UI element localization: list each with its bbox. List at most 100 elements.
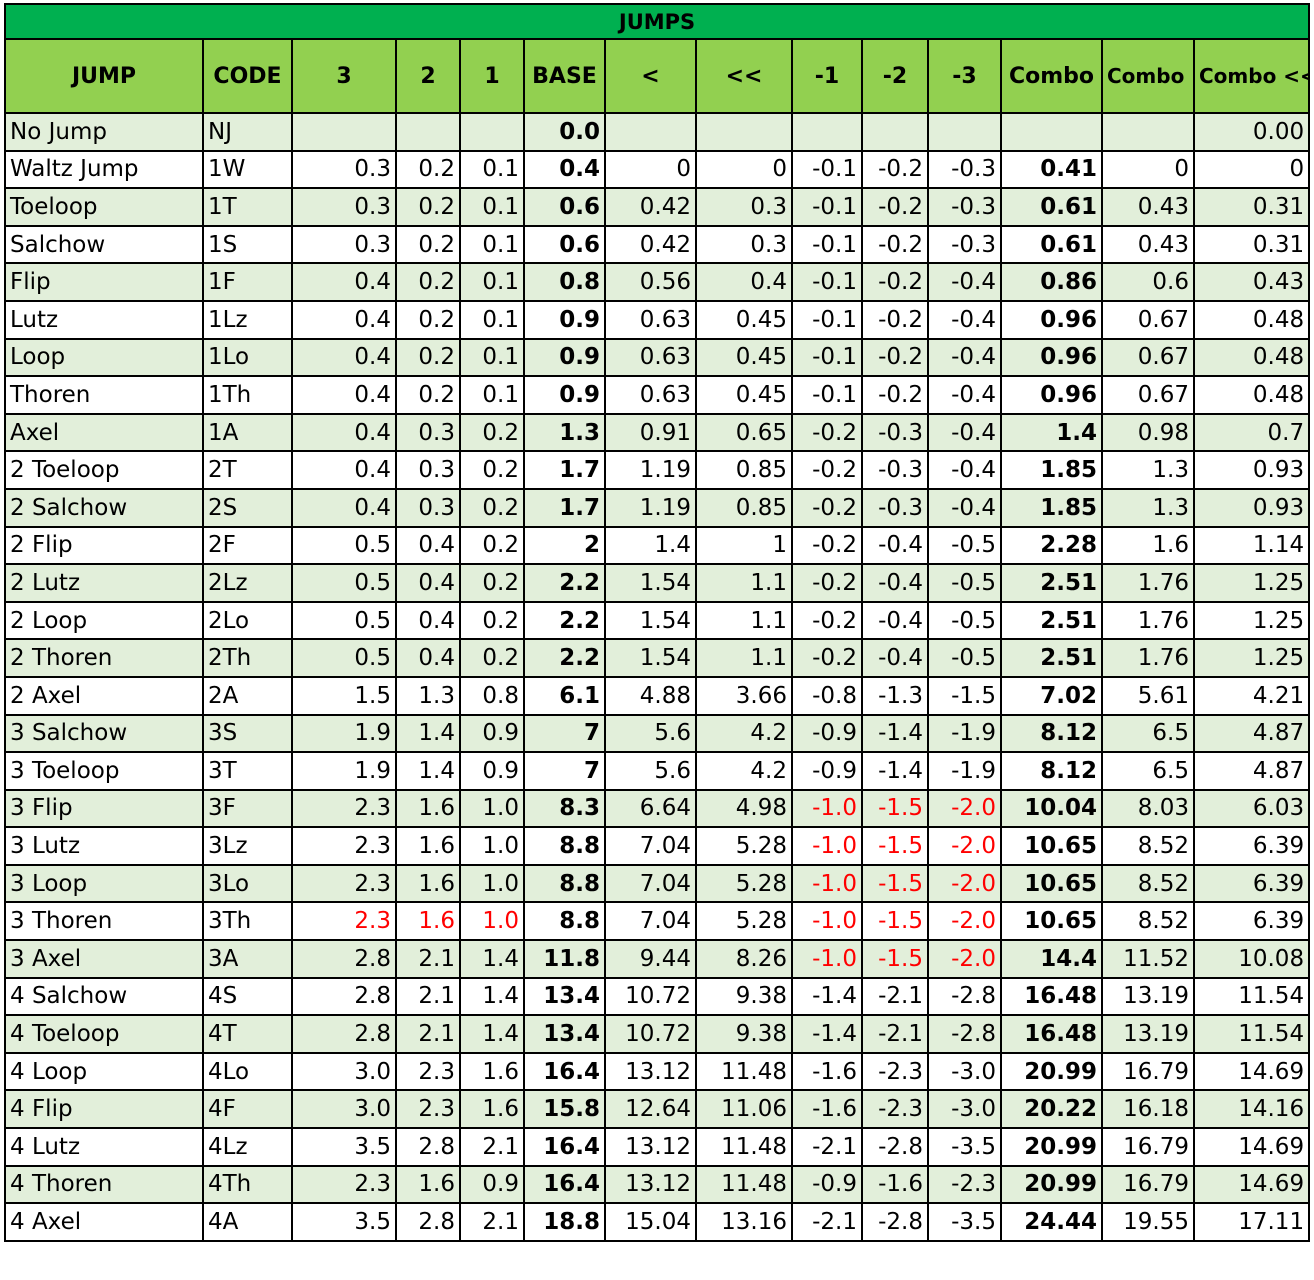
goe-plus-1-cell: 1.4 [459, 939, 525, 979]
downgraded-value-cell: 0.4 [695, 262, 793, 302]
goe-plus-3-cell: 0.5 [291, 563, 397, 603]
goe-minus-3-cell: -0.4 [927, 262, 1002, 302]
goe-plus-1-cell: 0.2 [459, 450, 525, 490]
jump-code-cell: 3Lo [202, 863, 293, 904]
goe-minus-3-cell: -0.3 [927, 149, 1002, 190]
goe-plus-3-cell: 1.9 [291, 713, 397, 754]
combo-downgraded-cell: 0.93 [1192, 450, 1311, 490]
jump-name-cell: 3 Lutz [4, 826, 204, 866]
base-value-cell: 0.6 [523, 224, 606, 265]
combo-value-cell: 16.48 [1000, 976, 1103, 1017]
goe-plus-2-cell: 2.1 [395, 939, 461, 979]
goe-plus-3-cell: 2.8 [291, 1014, 397, 1054]
jump-name-cell: 3 Axel [4, 939, 204, 979]
goe-minus-1-cell: -0.1 [791, 262, 863, 302]
combo-downgraded-cell: 11.54 [1192, 976, 1311, 1017]
combo-underrotated-cell: 1.3 [1101, 450, 1195, 490]
combo-underrotated-cell: 0 [1101, 149, 1195, 190]
goe-plus-3-cell: 2.8 [291, 976, 397, 1017]
goe-plus-1-cell: 0.8 [459, 675, 525, 716]
goe-minus-3-cell: -0.4 [927, 299, 1002, 340]
goe-plus-2-cell: 0.4 [395, 525, 461, 566]
combo-value-cell: 20.99 [1000, 1164, 1103, 1205]
goe-minus-2-cell: -0.2 [861, 187, 929, 227]
underrotated-value-cell: 0.63 [604, 337, 697, 378]
combo-value-cell [1000, 112, 1103, 152]
jump-name-cell: No Jump [4, 112, 204, 152]
goe-plus-2-cell: 0.3 [395, 450, 461, 490]
col-header-combo-downgraded: Combo << [1192, 38, 1311, 114]
goe-minus-1-cell: -0.2 [791, 563, 863, 603]
table-row: Waltz Jump 1W 0.3 0.2 0.1 0.4 0 0 -0.1 -0.2 -0.3 0.… [4, 149, 1311, 190]
combo-value-cell: 1.85 [1000, 487, 1103, 528]
combo-underrotated-cell: 13.19 [1101, 1014, 1195, 1054]
combo-value-cell: 0.41 [1000, 149, 1103, 190]
goe-plus-2-cell: 2.3 [395, 1051, 461, 1092]
goe-minus-1-cell: -0.9 [791, 1164, 863, 1205]
goe-minus-2-cell: -1.5 [861, 863, 929, 904]
combo-underrotated-cell: 16.79 [1101, 1051, 1195, 1092]
goe-plus-3-cell: 2.3 [291, 826, 397, 866]
goe-minus-3-cell: -2.0 [927, 826, 1002, 866]
jump-code-cell: 3F [202, 788, 293, 829]
table-row: 3 Salchow 3S 1.9 1.4 0.9 7 5.6 4.2 -0.9 -1.4 -1.9 8… [4, 713, 1311, 754]
goe-minus-1-cell: -0.1 [791, 337, 863, 378]
combo-underrotated-cell: 0.6 [1101, 262, 1195, 302]
downgraded-value-cell: 9.38 [695, 1014, 793, 1054]
combo-value-cell: 10.65 [1000, 863, 1103, 904]
underrotated-value-cell: 0.63 [604, 375, 697, 415]
table-row: 3 Toeloop 3T 1.9 1.4 0.9 7 5.6 4.2 -0.9 -1.4 -1.9 8… [4, 751, 1311, 791]
goe-plus-3-cell: 2.3 [291, 1164, 397, 1205]
underrotated-value-cell: 7.04 [604, 901, 697, 942]
jump-code-cell: 3A [202, 939, 293, 979]
jump-code-cell: 1S [202, 224, 293, 265]
goe-plus-2-cell: 2.1 [395, 976, 461, 1017]
goe-plus-3-cell: 0.4 [291, 412, 397, 453]
goe-plus-3-cell: 2.8 [291, 939, 397, 979]
combo-underrotated-cell [1101, 112, 1195, 152]
downgraded-value-cell: 11.48 [695, 1164, 793, 1205]
goe-minus-1-cell: -0.1 [791, 375, 863, 415]
goe-minus-3-cell: -1.9 [927, 751, 1002, 791]
goe-plus-3-cell: 3.5 [291, 1202, 397, 1242]
jump-name-cell: 2 Loop [4, 600, 204, 641]
base-value-cell: 16.4 [523, 1051, 606, 1092]
table-row: 4 Loop 4Lo 3.0 2.3 1.6 16.4 13.12 11.48 -1.6 -2.3… [4, 1051, 1311, 1092]
goe-plus-2-cell: 1.6 [395, 1164, 461, 1205]
jump-code-cell: 2F [202, 525, 293, 566]
goe-plus-2-cell: 0.3 [395, 487, 461, 528]
jump-name-cell: 3 Flip [4, 788, 204, 829]
base-value-cell: 16.4 [523, 1127, 606, 1167]
table-row: 2 Axel 2A 1.5 1.3 0.8 6.1 4.88 3.66 -0.8 -1.3 -1.5… [4, 675, 1311, 716]
goe-minus-1-cell: -0.2 [791, 525, 863, 566]
col-header-goe-2: 2 [395, 38, 461, 114]
jump-code-cell: 3T [202, 751, 293, 791]
combo-value-cell: 2.51 [1000, 563, 1103, 603]
goe-minus-3-cell: -0.4 [927, 412, 1002, 453]
jump-name-cell: Flip [4, 262, 204, 302]
goe-plus-1-cell: 0.1 [459, 262, 525, 302]
goe-plus-1-cell: 0.1 [459, 375, 525, 415]
goe-plus-3-cell: 0.4 [291, 450, 397, 490]
goe-plus-2-cell: 1.4 [395, 713, 461, 754]
combo-underrotated-cell: 8.03 [1101, 788, 1195, 829]
downgraded-value-cell: 0.3 [695, 224, 793, 265]
goe-minus-2-cell: -1.4 [861, 713, 929, 754]
combo-value-cell: 0.61 [1000, 187, 1103, 227]
goe-plus-3-cell: 1.5 [291, 675, 397, 716]
base-value-cell: 8.3 [523, 788, 606, 829]
goe-minus-3-cell: -0.5 [927, 600, 1002, 641]
goe-plus-3-cell: 0.4 [291, 262, 397, 302]
downgraded-value-cell: 1.1 [695, 563, 793, 603]
goe-minus-2-cell: -2.3 [861, 1051, 929, 1092]
combo-underrotated-cell: 6.5 [1101, 713, 1195, 754]
goe-plus-1-cell: 1.0 [459, 826, 525, 866]
goe-minus-3-cell: -3.5 [927, 1127, 1002, 1167]
goe-minus-1-cell: -0.2 [791, 450, 863, 490]
jump-code-cell: 4Th [202, 1164, 293, 1205]
goe-minus-2-cell: -0.3 [861, 450, 929, 490]
goe-plus-1-cell: 1.0 [459, 863, 525, 904]
col-header-goe-minus-3: -3 [927, 38, 1002, 114]
jump-name-cell: 4 Toeloop [4, 1014, 204, 1054]
downgraded-value-cell: 0.85 [695, 450, 793, 490]
